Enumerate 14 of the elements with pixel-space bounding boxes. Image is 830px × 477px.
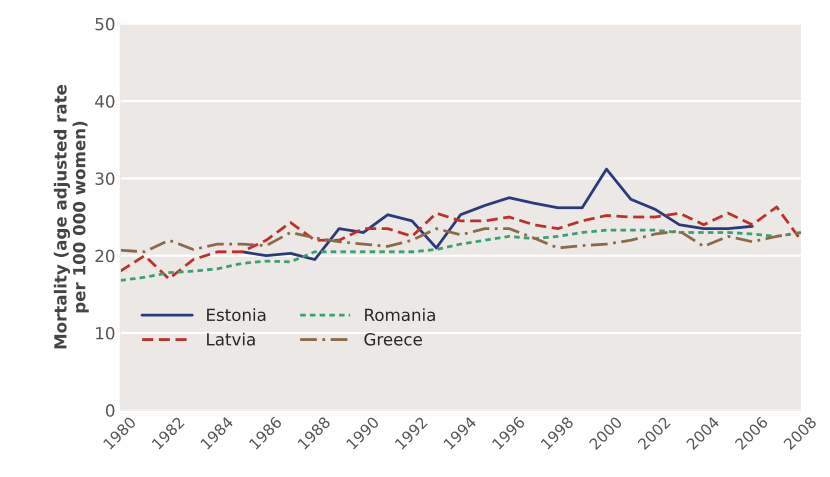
y-axis-title: Mortality (age adjusted rate per 100 000 women) bbox=[54, 84, 89, 348]
legend-label: Greece bbox=[364, 333, 422, 346]
y-tick-label: 0 bbox=[106, 404, 114, 417]
legend-label: Latvia bbox=[207, 332, 255, 346]
y-tick-label: 40 bbox=[95, 95, 114, 108]
y-tick-label: 10 bbox=[96, 326, 114, 340]
y-tick-label: 20 bbox=[96, 250, 114, 262]
y-tick-label: 30 bbox=[96, 172, 114, 185]
line-series bbox=[120, 227, 801, 254]
legend-label: Estonia bbox=[207, 308, 266, 322]
line-series bbox=[240, 168, 754, 261]
legend-label: Romania bbox=[365, 308, 435, 322]
y-tick-label: 50 bbox=[96, 18, 114, 30]
line-series bbox=[120, 206, 801, 280]
